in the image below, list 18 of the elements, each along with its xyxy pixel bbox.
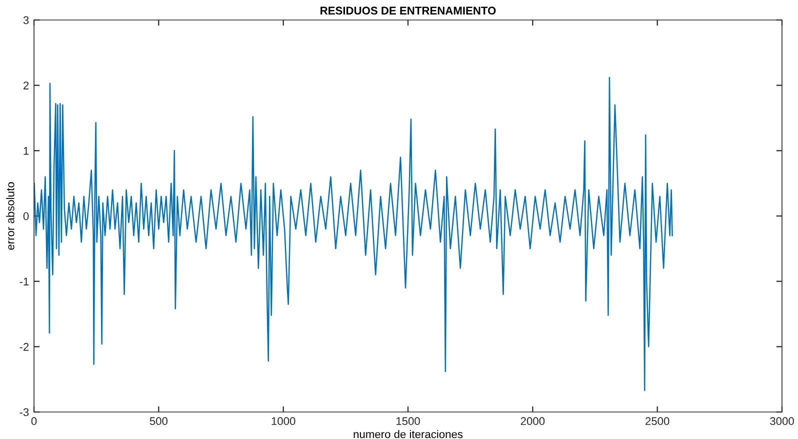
x-tick-label: 1000 [272, 417, 296, 426]
y-tick-label: 0 [23, 212, 29, 220]
x-tick-label: 500 [150, 417, 168, 426]
y-tick-label: -2 [20, 342, 29, 351]
y-tick-label: 3 [23, 16, 29, 24]
line-series [34, 76, 673, 392]
x-tick-label: 2500 [646, 417, 670, 426]
y-axis-title: error absoluto [6, 182, 14, 250]
x-tick-label: 0 [31, 417, 37, 426]
x-tick-label: 1500 [396, 417, 420, 426]
y-tick-label: -1 [20, 278, 29, 286]
y-tick-label: 1 [24, 147, 29, 155]
y-tick-label: 2 [24, 82, 29, 90]
x-tick-label: 3000 [770, 417, 794, 426]
x-tick-label: 2000 [520, 417, 545, 426]
y-tick-label: -3 [20, 408, 29, 416]
x-axis-title: numero de iteraciones [354, 430, 463, 438]
chart-title: RESIDUOS DE ENTRENAMIENTO [320, 6, 496, 15]
